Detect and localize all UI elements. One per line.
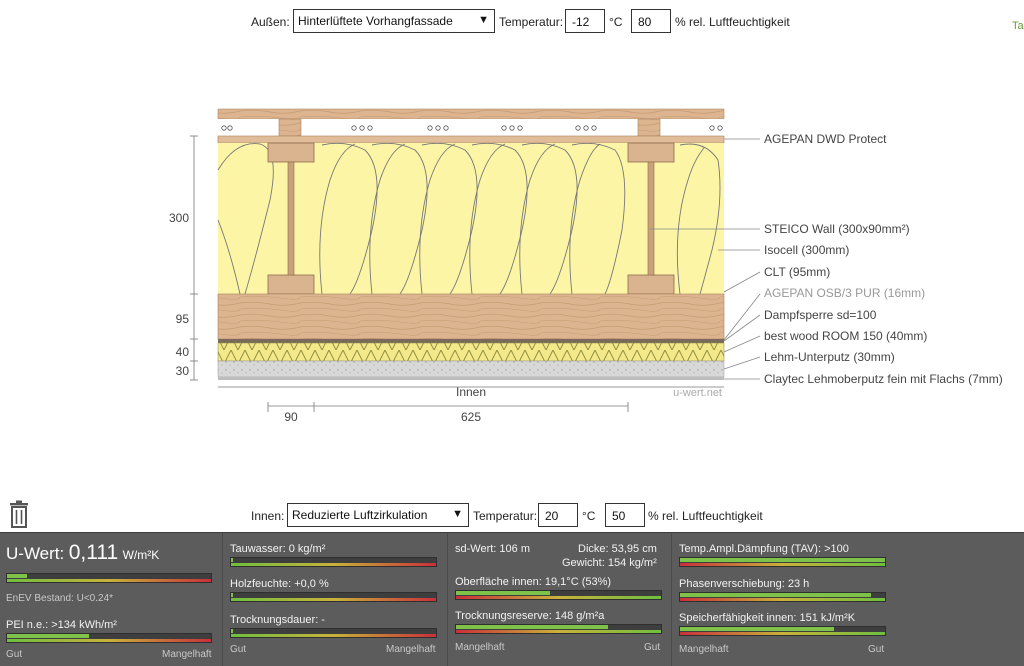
trocknungsdauer-label: Trocknungsdauer: - — [230, 614, 325, 626]
u-value-bar — [6, 573, 212, 583]
outside-select-value: Hinterlüftete Vorhangfassade — [298, 14, 453, 28]
pei-label: PEI n.e.: >134 kWh/m² — [6, 619, 117, 631]
layer-leader-lines — [650, 138, 761, 380]
thickness-label-300: 300 — [169, 211, 189, 225]
holzfeuchte-bar — [230, 592, 437, 602]
inside-temp-label: Temperatur: — [473, 509, 538, 523]
inside-humidity-input[interactable]: 50 — [605, 503, 645, 527]
steico-stud-right — [627, 142, 675, 295]
top-right-tag[interactable]: Ta — [1012, 20, 1024, 32]
ventilation-gap — [218, 119, 724, 136]
batten-right — [637, 118, 661, 137]
vapour-barrier-layer — [218, 339, 724, 343]
width-label-625: 625 — [461, 410, 481, 424]
phase-shift-label: Phasenverschiebung: 23 h — [679, 578, 810, 590]
scale-bad-label: Mangelhaft — [679, 644, 729, 655]
tauwasser-bar — [230, 557, 437, 567]
holzfeuchte-label: Holzfeuchte: +0,0 % — [230, 578, 329, 590]
width-label-90: 90 — [284, 410, 298, 424]
trocknungsreserve-bar — [455, 624, 662, 634]
pei-bar — [6, 633, 212, 643]
trocknungsreserve-label: Trocknungsreserve: 148 g/m²a — [455, 610, 605, 622]
inside-select[interactable]: Reduzierte Luftzirkulation ▼ — [287, 503, 469, 527]
layer-label-best-wood: best wood ROOM 150 (40mm) — [764, 329, 927, 343]
outside-conditions-row: Außen: Hinterlüftete Vorhangfassade ▼ Te… — [0, 8, 1024, 34]
scale-good-label: Gut — [6, 649, 23, 660]
u-value-unit: W/m²K — [122, 548, 160, 562]
heat-storage-label: Speicherfähigkeit innen: 151 kJ/m²K — [679, 612, 856, 624]
outside-select[interactable]: Hinterlüftete Vorhangfassade ▼ — [293, 9, 495, 33]
thickness-label-30: 30 — [176, 364, 190, 378]
layer-label-isocell: Isocell (300mm) — [764, 243, 849, 257]
layer-label-osb: AGEPAN OSB/3 PUR (16mm) — [764, 286, 925, 300]
width-dimension-line — [218, 386, 724, 412]
trash-icon[interactable] — [8, 500, 30, 528]
surface-temp-bar — [455, 590, 662, 600]
wall-section-diagram: AGEPAN DWD Protect STEICO Wall (300x90mm… — [169, 108, 1003, 424]
outside-temp-label: Temperatur: — [499, 15, 564, 29]
inner-side-label: Innen — [456, 385, 486, 399]
u-value-label: U-Wert: — [6, 544, 65, 563]
batten-left — [278, 118, 302, 137]
thickness-dimension-line — [190, 135, 198, 381]
layer-label-claytec: Claytec Lehmoberputz fein mit Flachs (7m… — [764, 372, 1003, 386]
phase-shift-bar — [679, 592, 886, 602]
inside-select-value: Reduzierte Luftzirkulation — [292, 508, 428, 522]
thickness-label-95: 95 — [176, 312, 190, 326]
u-value-number: 0,111 — [68, 541, 119, 564]
clay-plaster-layer — [217, 360, 725, 378]
layer-label-agepan-dwd: AGEPAN DWD Protect — [764, 132, 887, 146]
tav-bar — [679, 557, 886, 567]
chevron-down-icon: ▼ — [452, 508, 463, 520]
layer-label-clt: CLT (95mm) — [764, 265, 830, 279]
inside-label: Innen: — [251, 509, 285, 523]
scale-bad-label: Mangelhaft — [386, 644, 436, 655]
thickness-label-40: 40 — [176, 345, 190, 359]
trocknungsdauer-bar — [230, 628, 437, 638]
surface-temp-label: Oberfläche innen: 19,1°C (53%) — [455, 576, 612, 588]
scale-good-label: Gut — [230, 644, 247, 655]
scale-bad-label: Mangelhaft — [162, 649, 212, 660]
outside-temp-input[interactable]: -12 — [565, 9, 605, 33]
outside-humidity-label: % rel. Luftfeuchtigkeit — [675, 15, 790, 29]
sd-value: sd-Wert: 106 m — [455, 543, 530, 555]
scale-bad-label: Mangelhaft — [455, 642, 505, 653]
ventilation-marks — [221, 125, 723, 131]
heat-storage-bar — [679, 626, 886, 636]
tauwasser-label: Tauwasser: 0 kg/m² — [230, 543, 326, 555]
insulation-layer — [218, 143, 724, 294]
layer-label-dampfsperre: Dampfsperre sd=100 — [764, 308, 877, 322]
layer-label-lehm-unterputz: Lehm-Unterputz (30mm) — [764, 350, 895, 364]
steico-stud-left — [267, 142, 315, 295]
clt-layer — [217, 293, 725, 340]
outside-label: Außen: — [251, 15, 290, 29]
inside-conditions-row: Innen: Reduzierte Luftzirkulation ▼ Temp… — [0, 502, 1024, 528]
enev-note: EnEV Bestand: U<0.24* — [6, 593, 114, 604]
chevron-down-icon: ▼ — [478, 14, 489, 26]
inside-temp-unit: °C — [582, 509, 596, 523]
thickness-value: Dicke: 53,95 cm — [578, 543, 657, 555]
outside-humidity-input[interactable]: 80 — [631, 9, 671, 33]
cladding-board — [217, 108, 725, 120]
watermark: u-wert.net — [673, 387, 722, 399]
u-value-display: U-Wert: 0,111 W/m²K — [6, 541, 159, 565]
inside-temp-input[interactable]: 20 — [538, 503, 578, 527]
best-wood-layer — [217, 342, 725, 362]
insulation-pattern — [217, 142, 721, 295]
scale-good-label: Gut — [644, 642, 661, 653]
finish-plaster-layer — [218, 377, 724, 380]
weight-value: Gewicht: 154 kg/m² — [562, 557, 657, 569]
results-panel: U-Wert: 0,111 W/m²K EnEV Bestand: U<0.24… — [0, 532, 1024, 666]
agepan-dwd-layer — [217, 135, 725, 144]
outside-temp-unit: °C — [609, 15, 623, 29]
tav-label: Temp.Ampl.Dämpfung (TAV): >100 — [679, 543, 849, 555]
inside-humidity-label: % rel. Luftfeuchtigkeit — [648, 509, 763, 523]
scale-good-label: Gut — [868, 644, 885, 655]
layer-label-steico: STEICO Wall (300x90mm²) — [764, 222, 910, 236]
